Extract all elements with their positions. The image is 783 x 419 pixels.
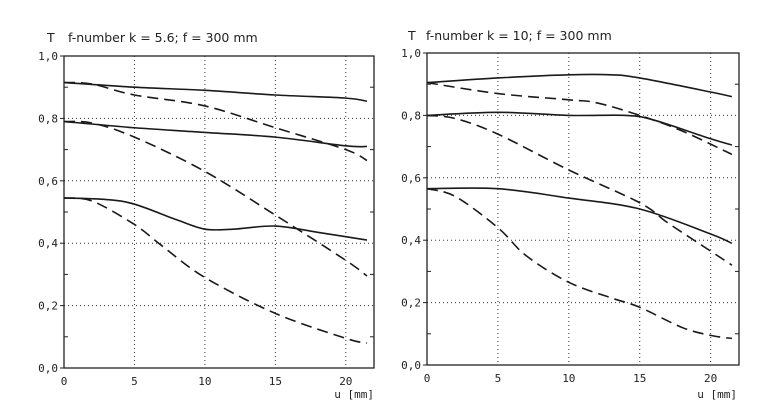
x-axis-label: u [mm] — [697, 388, 737, 401]
series-dashed-6 — [63, 197, 368, 344]
series-dashed-2 — [426, 81, 733, 156]
y-axis-label: T — [46, 30, 55, 45]
x-tick-label: 15 — [633, 372, 646, 385]
x-tick-label: 0 — [424, 372, 431, 385]
y-tick-label: 0,8 — [401, 109, 421, 122]
y-tick-label: 0,0 — [38, 362, 58, 375]
x-axis-label: u [mm] — [334, 388, 374, 401]
plot-frame — [426, 52, 740, 366]
y-axis-label: T — [407, 28, 416, 43]
series-solid-3 — [426, 111, 733, 146]
series-solid-1 — [426, 73, 733, 98]
y-tick-label: 0,4 — [401, 234, 421, 247]
x-tick-label: 20 — [339, 375, 352, 388]
y-tick-label: 1,0 — [38, 50, 58, 63]
y-tick-label: 0,6 — [401, 172, 421, 185]
chart-panel-k5-6: T f-number k = 5.6; f = 300 mm u [mm] 0,… — [38, 30, 375, 401]
series-dashed-4 — [426, 114, 733, 266]
x-tick-label: 0 — [61, 375, 68, 388]
series-dashed-4 — [63, 120, 368, 277]
series-dashed-2 — [63, 81, 368, 162]
y-tick-label: 0,4 — [38, 237, 58, 250]
chart-title: f-number k = 5.6; f = 300 mm — [68, 30, 258, 45]
x-tick-label: 20 — [704, 372, 717, 385]
chart-panel-k10: T f-number k = 10; f = 300 mm u [mm] 0,0… — [401, 28, 740, 401]
x-tick-label: 5 — [131, 375, 138, 388]
x-tick-label: 5 — [495, 372, 502, 385]
plot-frame — [63, 55, 375, 369]
y-tick-label: 0,6 — [38, 175, 58, 188]
series-solid-5 — [426, 187, 733, 245]
chart-title: f-number k = 10; f = 300 mm — [426, 28, 612, 43]
y-tick-label: 0,2 — [401, 297, 421, 310]
series-dashed-6 — [426, 187, 733, 340]
x-tick-label: 10 — [562, 372, 575, 385]
x-tick-label: 15 — [269, 375, 282, 388]
series-solid-1 — [63, 81, 368, 103]
y-tick-label: 1,0 — [401, 47, 421, 60]
series-solid-5 — [63, 197, 368, 241]
x-tick-label: 10 — [198, 375, 211, 388]
y-tick-label: 0,2 — [38, 300, 58, 313]
series-solid-3 — [63, 120, 367, 148]
y-tick-label: 0,8 — [38, 112, 58, 125]
y-tick-label: 0,0 — [401, 359, 421, 372]
